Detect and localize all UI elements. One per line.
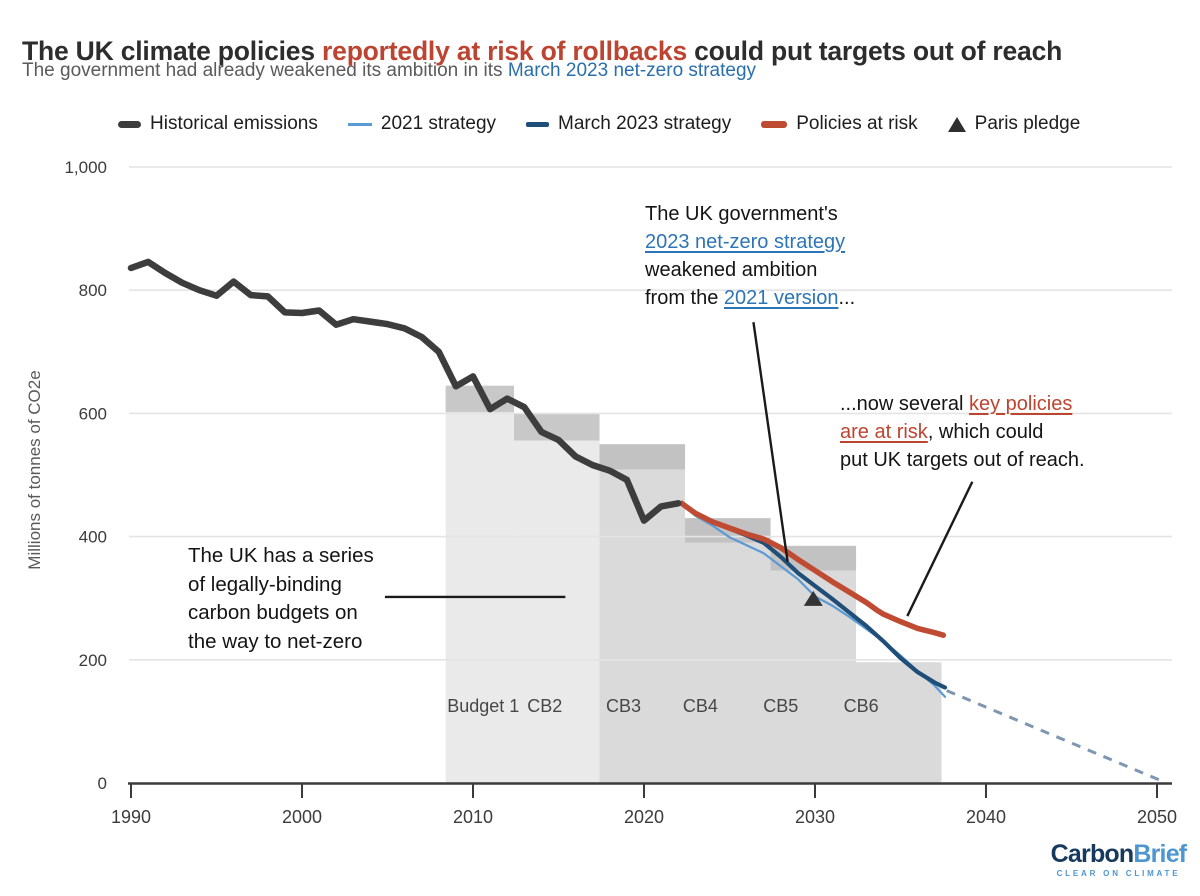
x-tick-label-2030: 2030 — [795, 807, 835, 827]
y-tick-label-200: 200 — [79, 651, 107, 670]
subtitle-text: The government had already weakened its … — [22, 60, 508, 81]
y-tick-label-800: 800 — [79, 281, 107, 300]
y-axis-title: Millions of tonnes of CO2e — [25, 370, 44, 569]
legend-label: 2021 strategy — [380, 113, 497, 134]
legend-label: Paris pledge — [974, 113, 1081, 134]
annotation-line: put UK targets out of reach. — [840, 449, 1085, 471]
chart-legend: Historical emissions 2021 strategy March… — [118, 113, 1080, 135]
thin-blue-line-swatch-icon — [347, 122, 372, 126]
net-zero-dashed-path — [946, 689, 1165, 784]
y-tick-label-600: 600 — [79, 404, 107, 423]
y-tick-label-1000: 1,000 — [64, 158, 107, 177]
series-policies-at-risk — [678, 500, 947, 638]
net-zero-strategy-link[interactable]: 2023 net-zero strategy — [645, 231, 846, 253]
legend-label: Historical emissions — [150, 113, 318, 134]
x-tick-label-2040: 2040 — [966, 807, 1006, 827]
legend-item-2021-strategy: 2021 strategy — [347, 113, 497, 135]
x-tick-label-1990: 1990 — [111, 807, 151, 827]
annotation-line: The UK government's — [645, 203, 838, 225]
budget-block-cb6 — [856, 662, 942, 783]
annotation-line: the way to net-zero — [188, 629, 363, 653]
title-highlight: reportedly at risk of rollbacks — [322, 35, 687, 66]
annotation-carbon-budgets: The UK has a series of legally-binding c… — [188, 542, 374, 656]
annotation-line: , which could — [927, 421, 1044, 443]
title-text: The UK climate policies — [22, 35, 323, 66]
paris-pledge-marker — [803, 590, 823, 606]
logo-wordmark: CarbonBrief — [1046, 842, 1191, 867]
legend-item-historical: Historical emissions — [118, 113, 318, 135]
legend-label: Policies at risk — [796, 113, 918, 134]
x-tick-label-2050: 2050 — [1137, 807, 1177, 827]
annotation-line: ... — [838, 287, 856, 309]
annotation-line: carbon budgets on — [188, 601, 358, 624]
annotation-line: from the — [645, 287, 724, 309]
subtitle: The government had already weakened its … — [22, 60, 756, 82]
legend-label: March 2023 strategy — [558, 113, 732, 134]
series-historical — [127, 258, 682, 524]
logo-tagline: CLEAR ON CLIMATE — [1056, 869, 1181, 878]
legend-item-policies-at-risk: Policies at risk — [761, 113, 918, 135]
y-tick-label-0: 0 — [98, 774, 107, 793]
budget-block-cb4 — [685, 542, 771, 783]
subtitle-strategy-link[interactable]: March 2023 net-zero strategy — [507, 60, 757, 81]
key-policies-link[interactable]: key policies — [968, 393, 1073, 415]
budget-cap-cb3 — [599, 444, 686, 470]
callout-line-1 — [752, 322, 789, 563]
x-tick-label-2000: 2000 — [282, 807, 322, 827]
y-tick-label-400: 400 — [79, 528, 107, 547]
budget-label-cb3: CB3 — [606, 696, 641, 716]
budget-label-budget-1: Budget 1 — [447, 696, 519, 716]
navy-line-swatch-icon — [526, 121, 550, 127]
annotation-line: The UK has a series — [188, 544, 374, 567]
annotation-policies-at-risk: ...now several key policies are at risk,… — [840, 390, 1085, 474]
are-at-risk-link[interactable]: are at risk — [840, 421, 928, 443]
red-line-swatch-icon — [761, 120, 788, 128]
legend-item-2023-strategy: March 2023 strategy — [526, 113, 731, 135]
annotation-line: of legally-binding — [188, 572, 342, 596]
logo-brief: Brief — [1133, 840, 1187, 868]
page-title: The UK climate policies reportedly at ri… — [22, 34, 1172, 68]
budget-label-cb4: CB4 — [683, 696, 718, 716]
historical-line-swatch-icon — [118, 120, 141, 128]
version-2021-link[interactable]: 2021 version — [723, 287, 839, 309]
title-text-end: could put targets out of reach — [686, 35, 1063, 66]
x-tick-label-2020: 2020 — [624, 807, 664, 827]
callout-line-2 — [906, 481, 974, 617]
x-tick-label-2010: 2010 — [453, 807, 493, 827]
budget-block-cb2 — [514, 440, 600, 783]
budget-label-cb5: CB5 — [763, 696, 798, 716]
annotation-line: ...now several — [840, 393, 969, 415]
budget-label-cb2: CB2 — [527, 696, 562, 716]
legend-item-paris-pledge: Paris pledge — [947, 113, 1081, 135]
budget-label-cb6: CB6 — [844, 696, 879, 716]
annotation-line: weakened ambition — [645, 259, 818, 281]
triangle-marker-icon — [947, 116, 966, 132]
logo-carbon: Carbon — [1050, 840, 1135, 868]
annotation-net-zero-strategy: The UK government's 2023 net-zero strate… — [645, 200, 855, 312]
carbon-brief-logo: CarbonBrief CLEAR ON CLIMATE — [1046, 842, 1191, 878]
